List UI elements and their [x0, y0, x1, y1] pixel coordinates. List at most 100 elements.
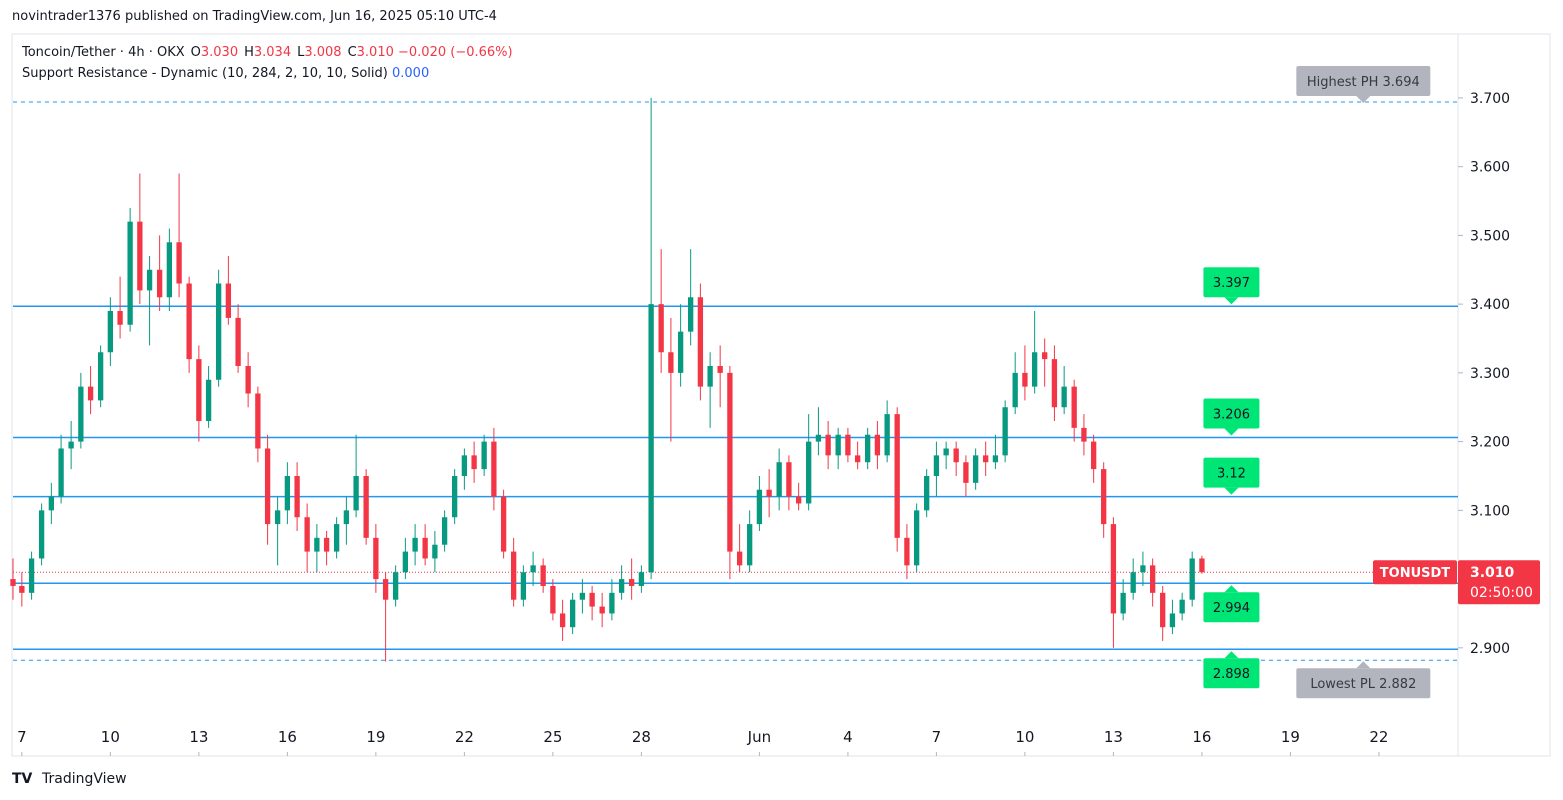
x-tick-label: 22 — [1369, 728, 1388, 746]
y-tick-label: 3.500 — [1470, 228, 1510, 244]
candle-body — [1061, 386, 1067, 408]
level-tag-label: 3.12 — [1217, 467, 1246, 482]
candle-body — [156, 269, 163, 298]
candle-body — [1120, 592, 1126, 614]
candle-body — [284, 475, 291, 511]
candle-body — [441, 517, 448, 545]
candle-body — [481, 441, 487, 470]
plot: 2.9003.0003.1003.2003.3003.4003.5003.600… — [10, 34, 1540, 756]
brand: TradingView — [41, 771, 127, 787]
candle-body — [963, 462, 969, 483]
indicator: Support Resistance - Dynamic (10, 284, 2… — [22, 66, 388, 81]
extreme-tag-pointer — [1356, 96, 1371, 104]
candle-body — [1140, 565, 1146, 573]
candle-body — [943, 448, 949, 456]
candle-body — [815, 434, 822, 442]
candle-body — [215, 283, 222, 380]
candle-body — [402, 551, 409, 573]
candle-body — [865, 434, 871, 463]
candle-body — [205, 379, 212, 421]
candle-body — [668, 352, 674, 373]
candle-body — [806, 441, 812, 504]
candle-body — [382, 579, 389, 600]
level-tag-label: 3.397 — [1213, 276, 1250, 291]
candle-body — [894, 414, 900, 538]
x-tick-label: 16 — [1192, 728, 1211, 746]
candle-body — [992, 455, 999, 463]
candle-body — [264, 448, 271, 525]
price-tag-value: 3.010 — [1470, 565, 1515, 581]
candle-body — [294, 475, 300, 518]
candle-body — [845, 434, 851, 456]
candle-body — [146, 269, 153, 291]
candle-body — [363, 475, 369, 538]
candle-body — [274, 510, 281, 525]
candle-body — [717, 366, 723, 373]
candle-body — [618, 579, 625, 593]
ohlc-value: 3.030 — [200, 45, 239, 60]
candle-body — [343, 510, 350, 525]
candle-body — [314, 537, 320, 552]
candle-body — [1071, 386, 1077, 428]
x-tick-label: 7 — [17, 728, 27, 746]
x-tick-label: 13 — [1104, 728, 1123, 746]
candle-body — [648, 304, 654, 573]
candle-body — [500, 496, 507, 552]
chart-frame — [11, 33, 1551, 757]
candle-body — [953, 448, 959, 463]
ohlc-key: C — [347, 45, 357, 60]
candle-body — [756, 489, 763, 525]
candle-body — [786, 462, 792, 497]
level-tag-label: 2.898 — [1213, 667, 1250, 682]
x-tick-label: 28 — [632, 728, 651, 746]
candle-body — [884, 414, 890, 456]
ohlc-key: O — [190, 45, 201, 60]
candle-body — [137, 221, 143, 291]
candle-body — [432, 544, 438, 559]
candle-body — [540, 565, 546, 586]
price-tag — [1458, 560, 1540, 605]
symbol-tag — [1373, 560, 1457, 585]
level-tag-label: 2.994 — [1213, 601, 1250, 616]
candle-body — [97, 352, 104, 401]
price-tag-countdown: 02:50:00 — [1470, 585, 1533, 601]
extreme-tag-label: Highest PH 3.694 — [1307, 75, 1420, 90]
candle-body — [599, 606, 605, 614]
extreme-tag-label: Lowest PL 2.882 — [1310, 677, 1416, 692]
y-tick-label: 3.400 — [1470, 297, 1510, 313]
candle-body — [186, 283, 192, 360]
candle-body — [323, 537, 330, 552]
pair: Toncoin/Tether · 4h · OKX — [22, 45, 185, 60]
indicator-line: Support Resistance - Dynamic (10, 284, 2… — [22, 66, 429, 81]
x-tick-label: 22 — [455, 728, 474, 746]
candle-body — [196, 359, 202, 421]
candle-body — [225, 283, 232, 318]
level-tag-pointer — [1224, 487, 1239, 495]
candle-body — [776, 462, 782, 497]
x-tick-label: 10 — [101, 728, 120, 746]
ohlc: O3.030 H3.034 L3.008 C3.010 — [185, 45, 394, 60]
candle-body — [1002, 407, 1008, 456]
x-tick-label: 10 — [1015, 728, 1034, 746]
level-tag-pointer — [1224, 585, 1239, 593]
y-tick-label: 3.600 — [1470, 160, 1510, 176]
level-tag-pointer — [1224, 428, 1239, 436]
candle-body — [1169, 613, 1176, 628]
candle-body — [38, 510, 45, 559]
y-tick-label: 3.300 — [1470, 366, 1510, 382]
candle-body — [1090, 441, 1097, 470]
candle-body — [166, 242, 173, 298]
extreme-tag-pointer — [1356, 661, 1371, 669]
level-tag — [1203, 398, 1260, 429]
candle-body — [1022, 372, 1028, 387]
candle-body — [68, 441, 74, 449]
candle-body — [825, 434, 831, 456]
candle-body — [333, 524, 340, 552]
candle-body — [795, 496, 802, 504]
candle-body — [78, 386, 84, 442]
extreme-tag — [1296, 66, 1431, 97]
candle-body — [58, 448, 64, 497]
candle-body — [510, 551, 517, 600]
candle-body — [766, 489, 772, 497]
